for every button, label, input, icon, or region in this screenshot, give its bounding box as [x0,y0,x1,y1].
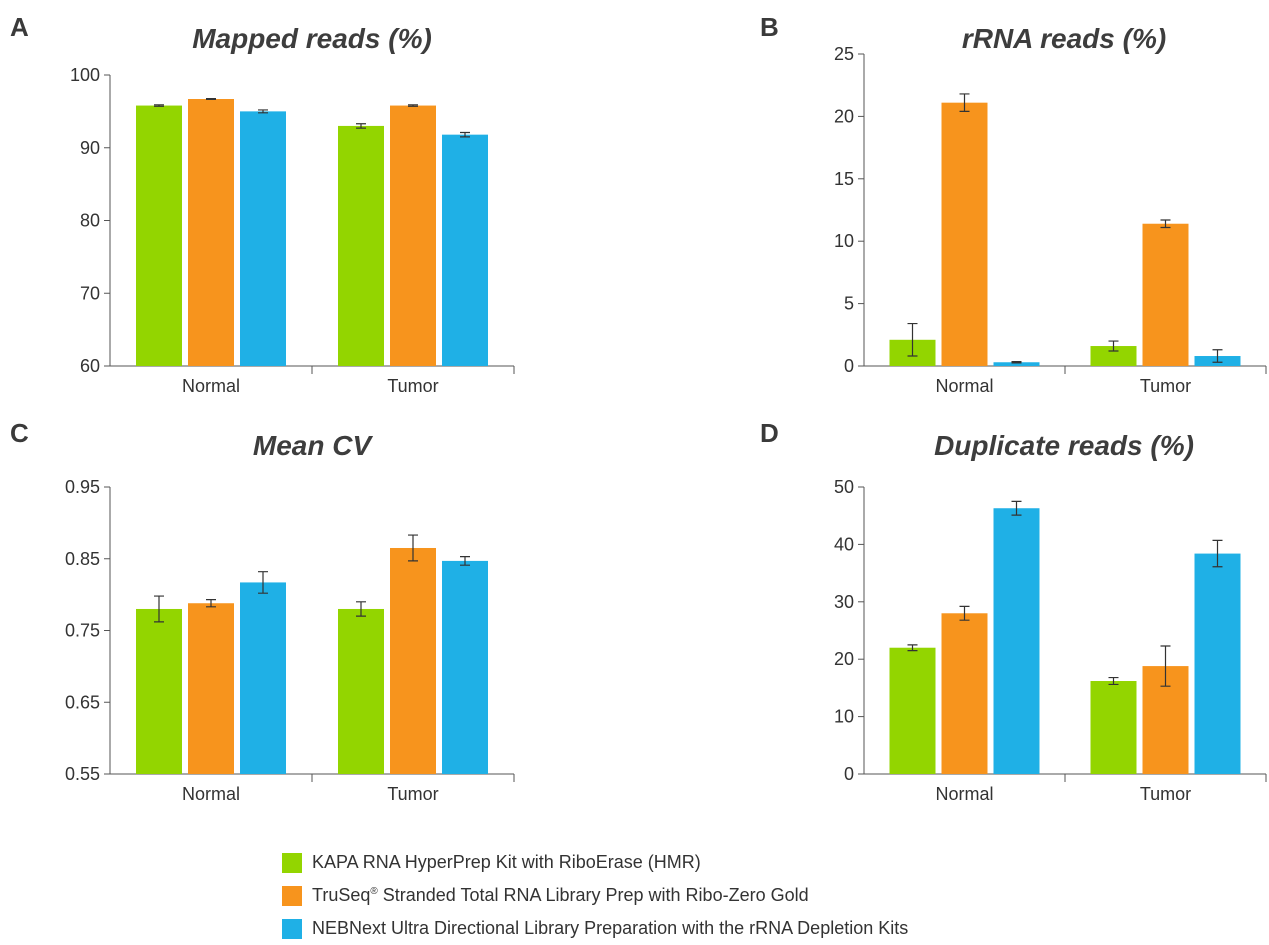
y-tick-label-a-4: 100 [70,65,100,85]
y-tick-label-b-5: 25 [834,44,854,64]
error-bar-c-normal-nebnext [258,571,268,594]
y-tick-label-c-0: 0.55 [65,764,100,784]
chart-title-b: rRNA reads (%) [962,23,1166,54]
y-tick-label-b-1: 5 [844,294,854,314]
panel-letter-c: C [10,418,29,448]
error-bar-c-tumor-kapa [356,601,366,617]
error-bar-b-normal-nebnext [1011,361,1022,364]
bar-a-normal-nebnext [240,111,286,366]
bar-c-normal-truseq [188,603,234,774]
y-tick-label-b-4: 20 [834,106,854,126]
error-bar-a-normal-kapa [154,104,164,107]
error-bar-b-tumor-kapa [1108,340,1119,352]
y-tick-label-c-3: 0.85 [65,549,100,569]
bar-d-tumor-kapa [1090,681,1137,774]
y-tick-label-d-0: 0 [844,764,854,784]
bar-c-tumor-truseq [390,547,436,774]
error-bar-c-normal-kapa [154,595,164,623]
legend-swatch-nebnext [282,918,302,939]
bar-c-normal-nebnext [240,582,286,774]
bar-b-normal-truseq [941,102,988,366]
x-tick-label-c-tumor: Tumor [387,784,438,804]
y-tick-label-c-1: 0.65 [65,692,100,712]
bar-b-normal-nebnext [993,362,1040,366]
bar-b-tumor-kapa [1090,346,1137,366]
error-bar-d-normal-kapa [907,644,918,652]
error-bar-a-normal-nebnext [258,109,268,114]
legend-item-nebnext: NEBNext Ultra Directional Library Prepar… [282,912,1042,945]
error-bar-d-tumor-nebnext [1212,539,1223,568]
bar-a-normal-truseq [188,99,234,366]
bar-c-tumor-nebnext [442,560,488,774]
y-tick-label-a-1: 70 [80,283,100,303]
bar-d-tumor-nebnext [1194,553,1241,774]
y-tick-label-d-1: 10 [834,707,854,727]
error-bar-c-normal-truseq [206,599,216,608]
bar-d-normal-nebnext [993,508,1040,774]
error-bar-a-tumor-nebnext [460,131,470,138]
error-bar-b-normal-truseq [959,93,970,113]
error-bar-b-tumor-truseq [1160,219,1171,229]
bar-a-tumor-nebnext [442,134,488,366]
y-tick-label-d-2: 20 [834,649,854,669]
x-tick-label-b-normal: Normal [935,376,993,396]
legend-item-truseq: TruSeq® Stranded Total RNA Library Prep … [282,879,1042,912]
x-tick-label-a-normal: Normal [182,376,240,396]
error-bar-a-tumor-truseq [408,104,418,107]
error-bar-d-tumor-kapa [1108,676,1119,686]
y-tick-label-a-3: 90 [80,138,100,158]
y-tick-label-b-2: 10 [834,231,854,251]
error-bar-d-tumor-truseq [1160,645,1171,687]
bar-c-tumor-kapa [338,608,384,774]
x-tick-label-c-normal: Normal [182,784,240,804]
error-bar-a-normal-truseq [206,98,216,100]
x-tick-label-a-tumor: Tumor [387,376,438,396]
y-tick-label-c-2: 0.75 [65,621,100,641]
y-tick-label-d-4: 40 [834,534,854,554]
bar-d-normal-truseq [941,613,988,774]
y-tick-label-d-5: 50 [834,477,854,497]
legend-swatch-kapa [282,852,302,873]
bar-c-normal-kapa [136,608,182,774]
x-tick-label-b-tumor: Tumor [1140,376,1191,396]
legend-item-kapa: KAPA RNA HyperPrep Kit with RiboErase (H… [282,846,1042,879]
y-tick-label-a-0: 60 [80,356,100,376]
legend-label-truseq-rest: Stranded Total RNA Library Prep with Rib… [377,885,809,905]
y-tick-label-c-4: 0.95 [65,477,100,497]
panel-letter-b: B [760,12,779,42]
legend: KAPA RNA HyperPrep Kit with RiboErase (H… [282,846,1042,945]
error-bar-c-tumor-nebnext [460,555,470,566]
chart-title-d: Duplicate reads (%) [934,430,1194,461]
panel-letter-a: A [10,12,29,42]
error-bar-a-tumor-kapa [356,123,366,129]
y-tick-label-b-0: 0 [844,356,854,376]
x-tick-label-d-normal: Normal [935,784,993,804]
chart-title-a: Mapped reads (%) [192,23,432,54]
bar-a-tumor-truseq [390,105,436,367]
legend-label-truseq-name: TruSeq [312,885,371,905]
error-bar-c-tumor-truseq [408,534,418,562]
legend-label-nebnext: NEBNext Ultra Directional Library Prepar… [312,918,909,938]
error-bar-d-normal-truseq [959,605,970,621]
legend-label-truseq: TruSeq® Stranded Total RNA Library Prep … [312,885,809,906]
legend-swatch-truseq [282,885,302,906]
bar-b-tumor-truseq [1142,223,1189,366]
legend-label-kapa: KAPA RNA HyperPrep Kit with RiboErase (H… [312,852,701,872]
bar-a-normal-kapa [136,105,182,367]
y-tick-label-b-3: 15 [834,169,854,189]
error-bar-b-tumor-nebnext [1212,349,1223,363]
bar-d-normal-kapa [889,647,936,774]
bar-a-tumor-kapa [338,125,384,366]
y-tick-label-d-3: 30 [834,592,854,612]
legend-label-truseq-sup: ® [370,886,378,897]
panel-letter-d: D [760,418,779,448]
y-tick-label-a-2: 80 [80,211,100,231]
error-bar-d-normal-nebnext [1011,500,1022,516]
error-bar-b-normal-kapa [907,322,918,357]
x-tick-label-d-tumor: Tumor [1140,784,1191,804]
chart-title-c: Mean CV [253,430,374,461]
